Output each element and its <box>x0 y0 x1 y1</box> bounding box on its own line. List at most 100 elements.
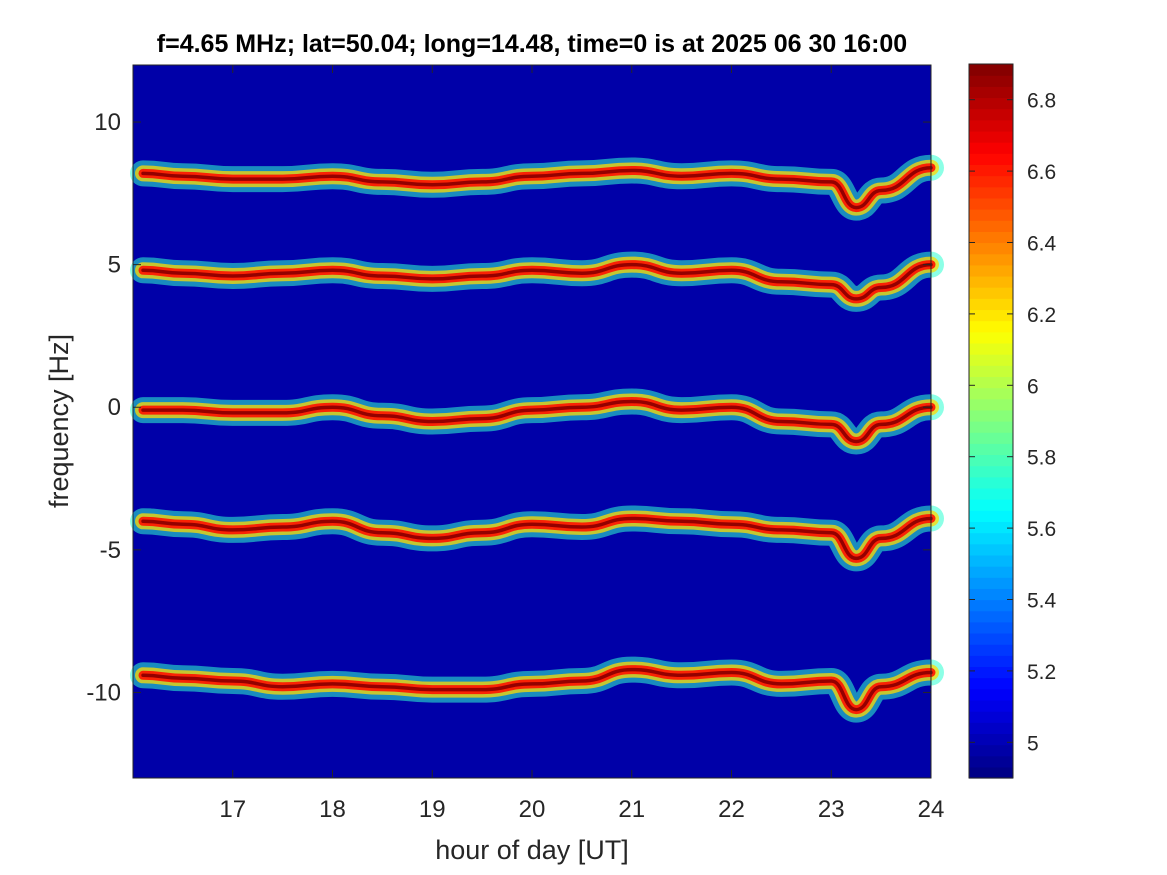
colorbar-strip <box>969 554 1013 567</box>
colorbar-strip <box>969 566 1013 578</box>
colorbar-tick-label: 5.8 <box>1027 447 1056 470</box>
colorbar-strip <box>969 108 1013 121</box>
band-4 <box>130 656 944 723</box>
colorbar-strip <box>969 253 1013 266</box>
colorbar-strip <box>969 320 1013 333</box>
colorbar-strip <box>969 733 1013 746</box>
colorbar-strip <box>969 644 1013 656</box>
band-3 <box>130 505 944 572</box>
colorbar-strip <box>969 744 1013 757</box>
colorbar-strip <box>969 510 1013 523</box>
colorbar-strip <box>969 421 1013 433</box>
colorbar-strip <box>969 298 1013 311</box>
colorbar: 5 5.2 5.4 5.6 5.8 6 6.2 6.4 6.6 6.8 <box>968 63 1057 779</box>
band-1 <box>130 251 944 312</box>
colorbar-strip <box>969 755 1013 768</box>
colorbar-strip <box>969 398 1013 411</box>
colorbar-strip <box>969 275 1013 288</box>
colorbar-strip <box>969 354 1013 366</box>
y-tick-label: -10 <box>86 679 121 706</box>
colorbar-strip <box>969 331 1013 344</box>
colorbar-frame <box>968 63 1014 779</box>
colorbar-strip <box>969 264 1013 277</box>
colorbar-tick-label: 6.4 <box>1027 233 1057 256</box>
heatmap-bands <box>130 154 944 723</box>
colorbar-strip <box>969 209 1013 221</box>
colorbar-strip <box>969 599 1013 612</box>
colorbar-tick-label: 6.6 <box>1027 161 1056 184</box>
colorbar-strip <box>969 75 1013 87</box>
colorbar-strip <box>969 153 1013 166</box>
x-tick-label: 24 <box>918 796 945 823</box>
colorbar-strip <box>969 186 1013 199</box>
x-tick-label: 23 <box>818 796 845 823</box>
colorbar-strip <box>969 142 1013 154</box>
colorbar-strip <box>969 543 1013 556</box>
colorbar-strip <box>969 610 1013 623</box>
colorbar-strip <box>969 64 1013 76</box>
y-tick-label: -5 <box>100 537 121 564</box>
y-tick-label: 5 <box>108 252 121 279</box>
colorbar-strip <box>969 577 1013 589</box>
colorbar-strip <box>969 487 1013 500</box>
colorbar-tick-label: 6.2 <box>1027 304 1056 327</box>
colorbar-tick-label: 5.6 <box>1027 518 1056 541</box>
y-tick-label: 0 <box>108 394 121 421</box>
band-1-layer-3 <box>141 262 933 301</box>
colorbar-strip <box>969 130 1013 143</box>
colorbar-strip <box>969 666 1013 679</box>
x-tick-label: 22 <box>718 796 745 823</box>
band-2-layer-3 <box>141 399 933 444</box>
x-tick-label: 18 <box>319 796 346 823</box>
colorbar-tick-label: 5.2 <box>1027 661 1056 684</box>
colorbar-strip <box>969 86 1013 99</box>
band-4-layer-3 <box>141 667 933 712</box>
colorbar-strip <box>969 655 1013 668</box>
colorbar-strip <box>969 443 1013 456</box>
colorbar-strip <box>969 175 1013 188</box>
band-2 <box>130 388 944 455</box>
colorbar-strip <box>969 220 1013 232</box>
colorbar-strip <box>969 287 1013 299</box>
x-tick-label: 21 <box>618 796 645 823</box>
x-tick-label: 19 <box>419 796 446 823</box>
colorbar-strip <box>969 722 1013 734</box>
x-tick-label: 20 <box>519 796 546 823</box>
colorbar-strip <box>969 164 1013 177</box>
colorbar-tick-label: 6.8 <box>1027 90 1056 113</box>
colorbar-gradient <box>969 64 1013 779</box>
colorbar-strip <box>969 242 1013 255</box>
colorbar-strip <box>969 688 1013 701</box>
colorbar-strip <box>969 454 1013 467</box>
band-3-layer-3 <box>141 516 933 561</box>
colorbar-tick-label: 6 <box>1027 375 1039 398</box>
colorbar-strip <box>969 376 1013 389</box>
colorbar-strip <box>969 309 1013 322</box>
plot-area: 17 18 19 20 21 22 23 24 -10 -5 0 5 10 <box>86 64 944 823</box>
colorbar-strip <box>969 465 1013 478</box>
chart-title: f=4.65 MHz; lat=50.04; long=14.48, time=… <box>157 30 907 58</box>
colorbar-strip <box>969 499 1013 511</box>
colorbar-strip <box>969 342 1013 355</box>
x-axis-ticks: 17 18 19 20 21 22 23 24 <box>219 65 944 823</box>
colorbar-strip <box>969 432 1013 444</box>
colorbar-strip <box>969 409 1013 422</box>
colorbar-tick-label: 5 <box>1027 732 1039 755</box>
band-0 <box>130 154 944 221</box>
colorbar-ticks: 5 5.2 5.4 5.6 5.8 6 6.2 6.4 6.6 6.8 <box>969 90 1057 755</box>
y-axis-ticks: -10 -5 0 5 10 <box>86 109 931 706</box>
colorbar-strip <box>969 387 1013 400</box>
x-axis-label: hour of day [UT] <box>435 835 629 865</box>
colorbar-strip <box>969 532 1013 545</box>
colorbar-strip <box>969 711 1013 723</box>
colorbar-strip <box>969 699 1013 712</box>
y-axis-label: frequency [Hz] <box>44 334 74 508</box>
colorbar-strip <box>969 365 1013 377</box>
colorbar-strip <box>969 632 1013 645</box>
colorbar-strip <box>969 621 1013 634</box>
colorbar-strip <box>969 677 1013 690</box>
colorbar-strip <box>969 521 1013 534</box>
band-0-layer-3 <box>141 165 933 210</box>
colorbar-strip <box>969 476 1013 489</box>
